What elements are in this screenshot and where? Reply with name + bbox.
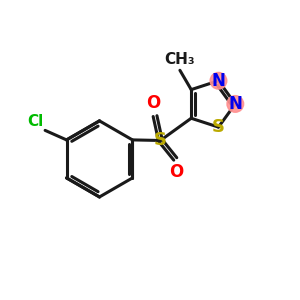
Text: N: N	[212, 72, 225, 90]
Circle shape	[210, 72, 227, 89]
Text: N: N	[228, 95, 242, 113]
Text: S: S	[212, 118, 225, 136]
Text: O: O	[169, 163, 184, 181]
Text: Cl: Cl	[28, 114, 44, 129]
Circle shape	[227, 96, 244, 112]
Text: CH₃: CH₃	[165, 52, 195, 67]
Text: O: O	[146, 94, 161, 112]
Text: S: S	[154, 131, 167, 149]
